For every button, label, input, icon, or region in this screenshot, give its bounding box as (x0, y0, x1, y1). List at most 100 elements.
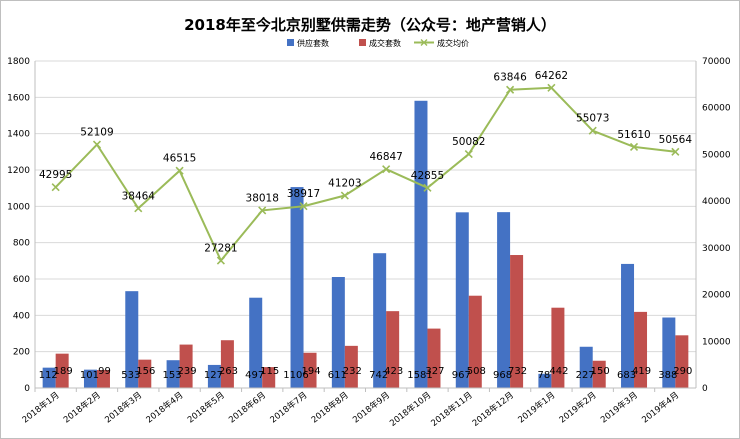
line-point-price (51, 183, 60, 192)
line-point-price (340, 191, 349, 200)
y-left-tick-label: 1000 (7, 202, 30, 212)
line-point-price (464, 149, 473, 159)
data-label-supply: 153 (163, 370, 182, 381)
bar-deal (55, 353, 69, 388)
data-label-price: 42855 (411, 170, 444, 182)
bar-supply (166, 360, 180, 388)
data-label-deal: 327 (425, 366, 444, 377)
bar-supply (207, 364, 221, 388)
bars (42, 100, 689, 388)
legend-label: 成交均价 (437, 38, 469, 48)
line-point-price (671, 147, 680, 156)
bar-supply (497, 212, 511, 388)
data-label-supply: 101 (80, 370, 99, 381)
bar-supply (579, 346, 593, 388)
x-tick-label: 2019年2月 (557, 390, 598, 426)
line-point-price (258, 206, 267, 215)
data-label-deal: 732 (508, 366, 527, 377)
data-label-price: 41203 (328, 178, 361, 190)
data-label-deal: 189 (54, 366, 73, 377)
bar-deal (468, 295, 482, 388)
data-label-deal: 150 (591, 366, 610, 377)
bar-deal (262, 367, 276, 388)
y-left-tick-label: 600 (13, 275, 30, 285)
line-point-price (299, 202, 308, 211)
line-point-price (629, 142, 639, 151)
x-tick-label: 2018年2月 (61, 390, 102, 426)
x-tick-label: 2019年1月 (516, 390, 557, 426)
data-label-supply: 388 (658, 370, 677, 381)
data-label-price: 38464 (122, 190, 156, 202)
y-left-tick-label: 0 (24, 384, 30, 394)
line-point-price (134, 204, 143, 213)
bar-supply (83, 369, 97, 388)
bar-deal (386, 311, 400, 388)
data-label-supply: 112 (39, 370, 58, 381)
data-label-deal: 419 (632, 366, 651, 377)
y-right-tick-label: 40000 (702, 197, 731, 207)
x-tick-label: 2018年7月 (268, 390, 309, 426)
data-label-supply: 127 (204, 370, 223, 381)
data-label-price: 42995 (39, 169, 72, 181)
bar-supply (125, 291, 139, 388)
data-label-deal: 442 (549, 366, 568, 377)
data-label-supply: 78 (538, 370, 551, 381)
bar-deal (179, 344, 193, 388)
data-label-price: 46847 (369, 151, 402, 163)
bar-supply (290, 187, 304, 388)
x-tick-label: 2018年1月 (20, 390, 61, 426)
x-tick-label: 2018年9月 (351, 390, 392, 426)
bar-deal (634, 311, 648, 388)
data-label-supply: 227 (576, 370, 595, 381)
x-tick-label: 2018年5月 (185, 390, 226, 426)
line-point-price (506, 85, 515, 94)
data-label-price: 51610 (617, 129, 650, 141)
data-label-price: 50564 (659, 134, 693, 146)
data-label-deal: 232 (343, 366, 362, 377)
gridlines (35, 60, 696, 353)
line-point-price (423, 183, 432, 192)
chart-title: 2018年至今北京别墅供需走势（公众号：地产营销人） (184, 16, 556, 34)
data-label-supply: 968 (493, 370, 512, 381)
y-right-tick-label: 30000 (702, 244, 731, 254)
line-point-price (382, 165, 391, 174)
bar-supply (455, 212, 469, 388)
line-point-price (588, 126, 597, 135)
x-tick-label: 2018年4月 (144, 390, 185, 426)
data-label-price: 55073 (576, 113, 609, 125)
bar-deal (510, 255, 524, 388)
bar-supply (249, 297, 263, 388)
legend-label: 供应套数 (297, 38, 329, 48)
line-point-price (92, 140, 102, 149)
x-tick-label: 2018年3月 (103, 390, 144, 426)
data-label-deal: 263 (219, 366, 238, 377)
data-label-deal: 99 (98, 366, 111, 377)
x-tick-label: 2018年6月 (227, 390, 268, 426)
data-label-price: 38917 (287, 188, 320, 200)
y-right-tick-label: 0 (702, 384, 708, 394)
data-label-price: 38018 (246, 192, 279, 204)
data-label-supply: 611 (328, 370, 347, 381)
data-label-deal: 290 (673, 366, 692, 377)
data-label-price: 27281 (204, 243, 237, 255)
bar-deal (303, 352, 317, 388)
bar-deal (138, 359, 152, 388)
data-label-supply: 742 (369, 370, 388, 381)
y-left-tick-label: 1400 (7, 130, 30, 140)
legend-swatch (359, 39, 366, 46)
x-tick-label: 2018年12月 (470, 390, 516, 429)
data-label-price: 50082 (452, 136, 485, 148)
bar-supply (538, 373, 552, 388)
data-label-supply: 683 (617, 370, 636, 381)
line-point-price (216, 256, 225, 265)
x-tick-label: 2018年11月 (429, 390, 475, 429)
data-label-supply: 967 (452, 370, 471, 381)
legend-marker (420, 39, 428, 46)
bar-supply (662, 317, 676, 388)
bar-deal (592, 360, 606, 388)
bar-supply (42, 367, 56, 388)
legend-label: 成交套数 (369, 38, 401, 48)
y-left-tick-label: 800 (13, 239, 30, 249)
data-label-deal: 423 (384, 366, 403, 377)
